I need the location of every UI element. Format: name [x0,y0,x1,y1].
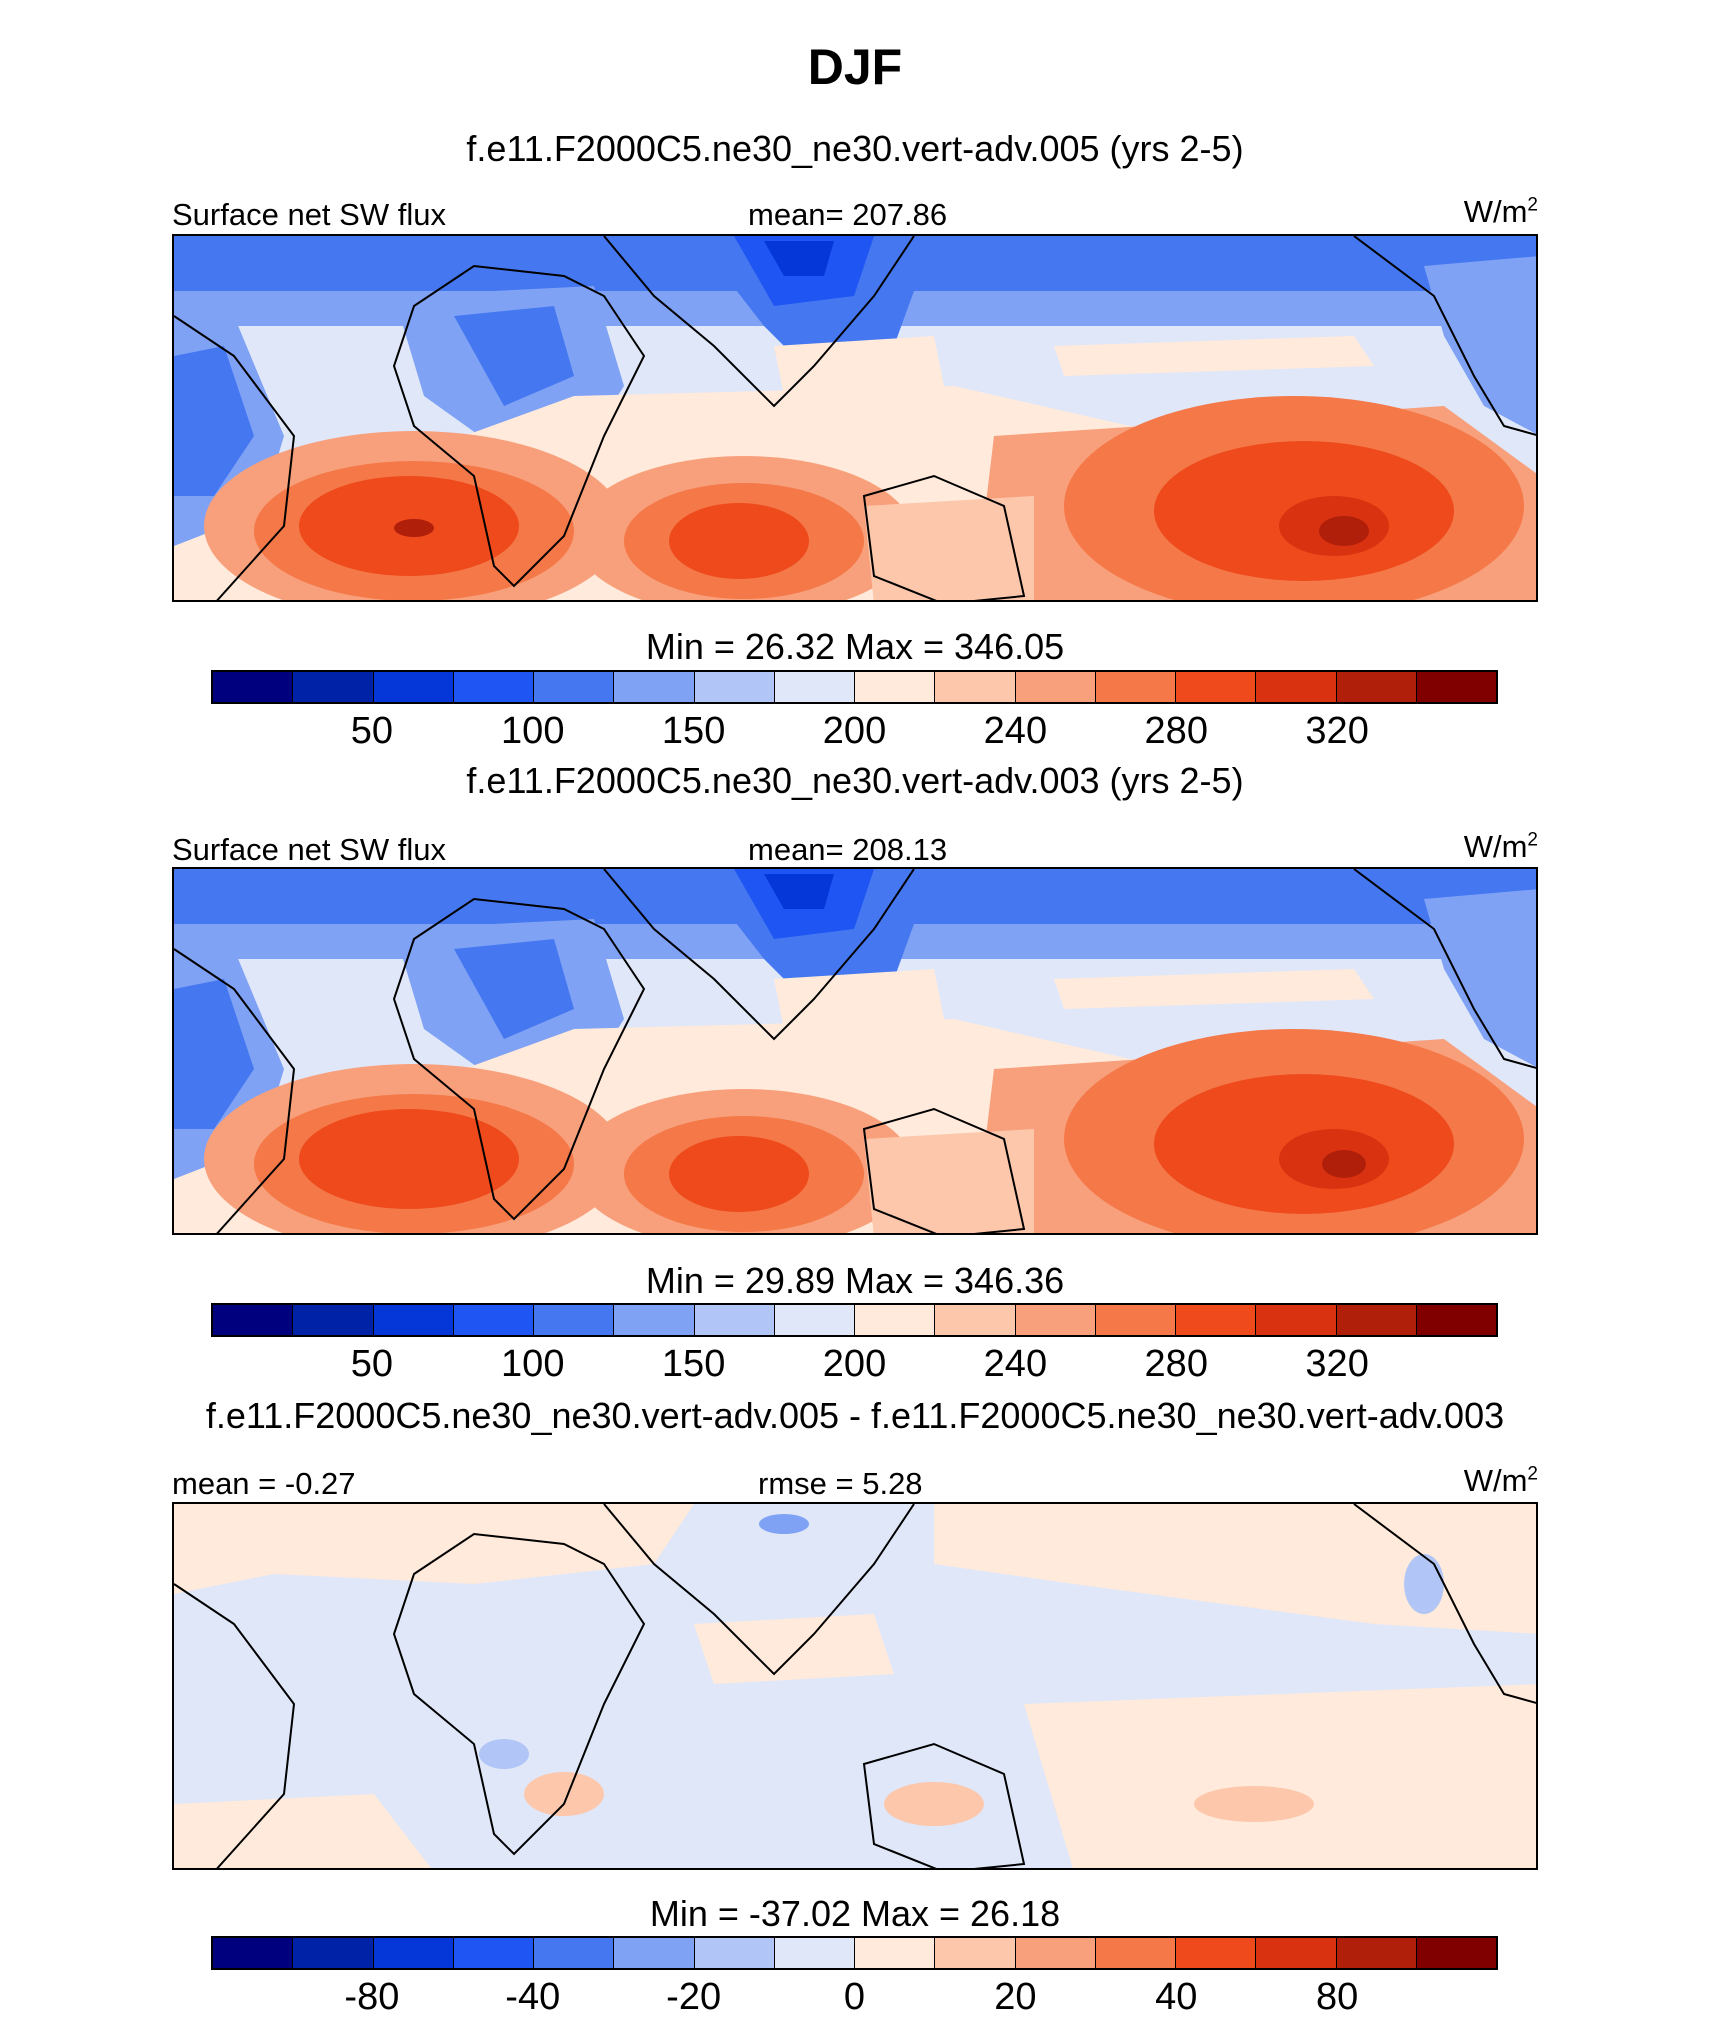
colorbar-tick-label: 40 [1155,1976,1198,2018]
colorbar-segment [855,1305,936,1335]
panel-3-title: f.e11.F2000C5.ne30_ne30.vert-adv.005 - f… [205,1395,1505,1436]
colorbar-tick-label: 280 [1144,710,1208,752]
panel-3-center-label: rmse = 5.28 [758,1466,923,1501]
colorbar-segment [1095,1305,1176,1335]
page-title: DJF [807,39,903,95]
colorbar-segment [774,672,855,702]
colorbar-segment [373,1938,454,1968]
colorbar-segment [855,1938,936,1968]
colorbar-segment [453,1938,534,1968]
colorbar-segment [1416,1938,1496,1968]
colorbar-tick-label: 50 [350,710,394,752]
colorbar-segment [453,672,534,702]
colorbar-segment [1336,1938,1417,1968]
colorbar-segment [774,1305,855,1335]
colorbar-segment [855,672,936,702]
panel-2-map [172,867,1538,1235]
panel-1-colorbar [211,670,1498,704]
colorbar-segment [1015,672,1096,702]
panel-1-title: f.e11.F2000C5.ne30_ne30.vert-adv.005 (yr… [466,128,1244,169]
panel-1-left-label: Surface net SW flux [172,197,446,232]
colorbar-segment [614,1305,695,1335]
panel-1-minmax: Min = 26.32 Max = 346.05 [645,626,1065,667]
colorbar-segment [694,1938,775,1968]
colorbar-segment [293,1938,374,1968]
colorbar-segment [1336,1305,1417,1335]
colorbar-tick-label: 320 [1305,1343,1369,1385]
colorbar-tick-label: 80 [1315,1976,1359,2018]
colorbar-tick-label: 200 [822,1343,887,1385]
colorbar-segment [373,1305,454,1335]
panel-3-minmax: Min = -37.02 Max = 26.18 [649,1893,1061,1934]
panel-3-units: W/m2 [1463,1463,1538,1498]
colorbar-tick-label: 320 [1305,710,1369,752]
colorbar-segment [373,672,454,702]
colorbar-segment [1256,1305,1337,1335]
panel-2-minmax: Min = 29.89 Max = 346.36 [645,1260,1065,1301]
colorbar-segment [774,1938,855,1968]
colorbar-segment [1176,672,1257,702]
colorbar-tick-label: 50 [350,1343,394,1385]
colorbar-tick-label: 150 [661,1343,726,1385]
colorbar-segment [534,1938,615,1968]
panel-1-units: W/m2 [1463,194,1538,229]
colorbar-segment [1015,1305,1096,1335]
colorbar-segment [293,672,374,702]
panel-2-left-label: Surface net SW flux [172,832,446,867]
colorbar-tick-label: 100 [501,1343,565,1385]
colorbar-segment [293,1305,374,1335]
panel-1-center-label: mean= 207.86 [748,197,948,232]
colorbar-segment [213,1938,294,1968]
colorbar-segment [1015,1938,1096,1968]
colorbar-segment [213,1305,294,1335]
colorbar-segment [1176,1305,1257,1335]
colorbar-segment [213,672,294,702]
colorbar-segment [935,1938,1016,1968]
colorbar-segment [935,1305,1016,1335]
colorbar-tick-label: 20 [994,1976,1037,2018]
colorbar-segment [1336,672,1417,702]
panel-2-center-label: mean= 208.13 [748,832,948,867]
panel-1-map [172,234,1538,602]
colorbar-tick-label: 240 [983,710,1048,752]
colorbar-segment [1256,672,1337,702]
colorbar-tick-label: -20 [666,1976,722,2018]
colorbar-segment [534,672,615,702]
colorbar-tick-label: 200 [822,710,887,752]
colorbar-segment [1416,1305,1496,1335]
colorbar-segment [1416,672,1496,702]
colorbar-tick-label: 240 [983,1343,1048,1385]
panel-3-left-label: mean = -0.27 [172,1466,356,1501]
colorbar-segment [453,1305,534,1335]
panel-2-units: W/m2 [1463,829,1538,864]
colorbar-segment [694,1305,775,1335]
colorbar-segment [534,1305,615,1335]
panel-3-colorbar [211,1936,1498,1970]
colorbar-tick-label: 150 [661,710,726,752]
colorbar-segment [1256,1938,1337,1968]
colorbar-tick-label: 100 [501,710,565,752]
colorbar-tick-label: 280 [1144,1343,1208,1385]
colorbar-segment [614,672,695,702]
colorbar-tick-label: -40 [505,1976,561,2018]
colorbar-segment [1095,672,1176,702]
colorbar-segment [1095,1938,1176,1968]
colorbar-segment [935,672,1016,702]
panel-3-map [172,1502,1538,1870]
colorbar-segment [614,1938,695,1968]
panel-2-colorbar [211,1303,1498,1337]
colorbar-segment [1176,1938,1257,1968]
panel-2-title: f.e11.F2000C5.ne30_ne30.vert-adv.003 (yr… [466,760,1244,801]
colorbar-tick-label: -80 [344,1976,400,2018]
colorbar-tick-label: 0 [843,1976,866,2018]
colorbar-segment [694,672,775,702]
